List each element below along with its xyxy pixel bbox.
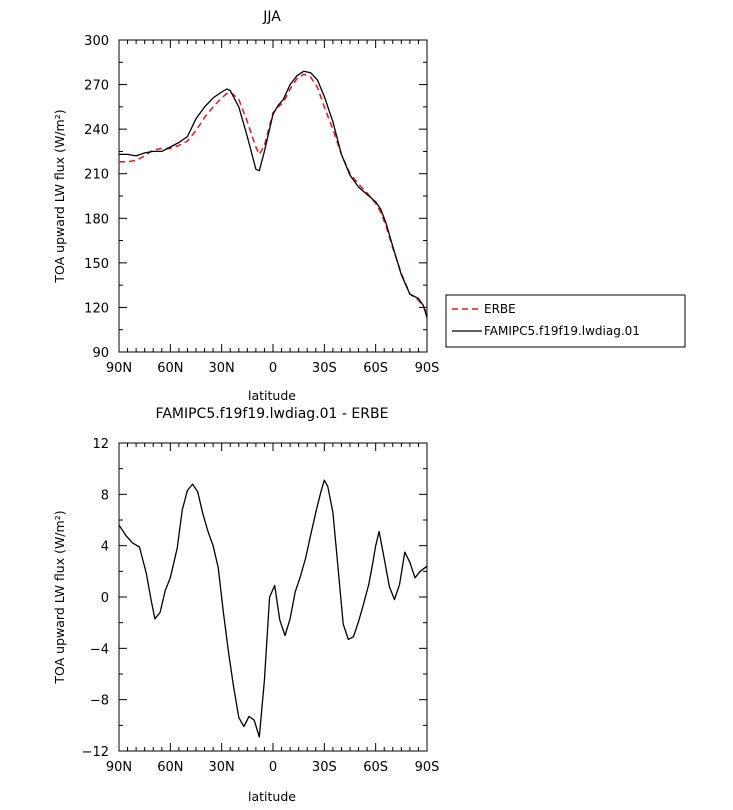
erbe-series-line bbox=[119, 73, 428, 314]
bottom-y-axis-label: TOA upward LW flux (W/m²) bbox=[52, 510, 67, 684]
top-plot-frame bbox=[118, 39, 428, 353]
bottom-x-axis-label: latitude bbox=[248, 789, 296, 804]
x-tick-label: 0 bbox=[269, 760, 277, 775]
x-tick-label: 0 bbox=[269, 361, 277, 376]
x-tick-label: 90S bbox=[415, 361, 440, 376]
bottom-axis-ticks: 90N 60N 30N 0 30S 60S 90S −12 −8 −4 0 4 8 12 bbox=[82, 437, 440, 775]
y-tick-label: 4 bbox=[101, 540, 109, 555]
y-tick-label: 120 bbox=[84, 301, 109, 316]
y-tick-label: −12 bbox=[82, 745, 109, 760]
x-tick-label: 30S bbox=[312, 760, 337, 775]
y-tick-label: 12 bbox=[92, 437, 109, 452]
x-tick-label: 30N bbox=[209, 760, 235, 775]
y-tick-label: 300 bbox=[84, 34, 109, 49]
y-tick-label: 0 bbox=[101, 591, 109, 606]
x-tick-label: 30N bbox=[209, 361, 235, 376]
y-tick-label: −4 bbox=[90, 642, 109, 657]
difference-series-line bbox=[118, 479, 428, 738]
bottom-plot-frame bbox=[118, 442, 428, 752]
y-tick-label: 180 bbox=[84, 212, 109, 227]
famipc5-f19f19-lwdiag-01-series-line bbox=[119, 70, 428, 318]
x-tick-label: 30S bbox=[312, 361, 337, 376]
y-tick-label: 240 bbox=[84, 123, 109, 138]
top-chart-title: JJA bbox=[262, 9, 281, 25]
top-legend: ERBE FAMIPC5.f19f19.lwdiag.01 bbox=[445, 294, 686, 348]
x-tick-label: 60S bbox=[363, 760, 388, 775]
x-tick-label: 60S bbox=[363, 361, 388, 376]
x-tick-label: 60N bbox=[157, 760, 183, 775]
top-panel: JJA 90N 60N 30N 0 30S 60S 90S 90 120 150 180 210 240… bbox=[52, 9, 686, 403]
x-tick-label: 90S bbox=[415, 760, 440, 775]
y-tick-label: 8 bbox=[101, 488, 109, 503]
top-series-layer bbox=[119, 70, 428, 318]
top-x-axis-label: latitude bbox=[248, 388, 296, 403]
x-tick-label: 90N bbox=[106, 760, 132, 775]
bottom-chart-title: FAMIPC5.f19f19.lwdiag.01 - ERBE bbox=[156, 406, 389, 422]
y-tick-label: 90 bbox=[92, 346, 109, 361]
y-tick-label: 210 bbox=[84, 168, 109, 183]
y-tick-label: 150 bbox=[84, 257, 109, 272]
x-tick-label: 60N bbox=[157, 361, 183, 376]
legend-erbe-label: ERBE bbox=[484, 302, 516, 316]
y-tick-label: −8 bbox=[90, 694, 109, 709]
x-tick-label: 90N bbox=[106, 361, 132, 376]
bottom-series-layer bbox=[118, 479, 428, 738]
legend-model-label: FAMIPC5.f19f19.lwdiag.01 bbox=[484, 324, 640, 338]
legend-box bbox=[445, 294, 686, 348]
bottom-panel: FAMIPC5.f19f19.lwdiag.01 - ERBE 90N 60N 30… bbox=[52, 406, 439, 804]
top-axis-ticks: 90N 60N 30N 0 30S 60S 90S 90 120 150 180 210 240 270 3… bbox=[84, 34, 439, 376]
top-y-axis-label: TOA upward LW flux (W/m²) bbox=[52, 109, 67, 283]
y-tick-label: 270 bbox=[84, 79, 109, 94]
